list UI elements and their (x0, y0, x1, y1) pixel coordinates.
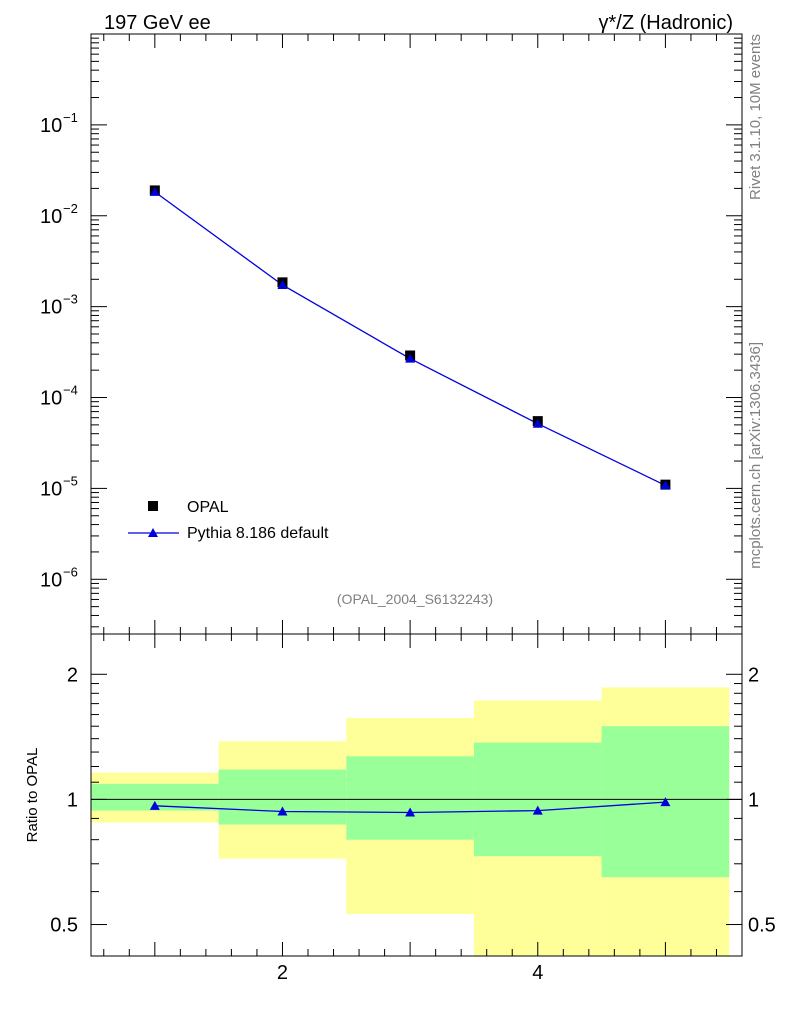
ratio-point (405, 807, 416, 817)
main-y-tick-exponent: −3 (63, 292, 78, 307)
ratio-y-tick-label-right: 1 (748, 789, 759, 811)
pythia-series-points (149, 186, 671, 490)
main-plot-frame (90, 33, 743, 635)
ratio-point (277, 806, 288, 816)
legend-opal-label: OPAL (187, 499, 229, 516)
pythia-point (660, 480, 671, 490)
main-y-tick-exponent: −1 (63, 110, 78, 125)
header-right-title: γ*/Z (Hadronic) (599, 12, 733, 34)
ratio-axis-ticks (91, 634, 742, 956)
ratio-point (660, 797, 671, 807)
main-y-tick-exponent: −4 (63, 383, 78, 398)
rivet-version-text: Rivet 3.1.10, 10M events (747, 34, 764, 200)
main-y-tick-label: 10 (40, 388, 62, 410)
ratio-y-axis-label: Ratio to OPAL (24, 748, 41, 843)
opal-data-points (149, 185, 671, 490)
main-axis-ticks (91, 33, 742, 634)
ratio-y-tick-label-right: 2 (748, 664, 759, 686)
pythia-point (532, 418, 543, 428)
ratio-y-tick-label: 0.5 (50, 915, 78, 937)
legend: OPAL Pythia 8.186 default (128, 499, 329, 542)
main-y-tick-exponent: −2 (63, 201, 78, 216)
x-tick-label: 4 (532, 962, 543, 984)
main-y-tick-label: 10 (40, 297, 62, 319)
ratio-y-tick-label-right: 0.5 (748, 915, 776, 937)
legend-pythia-marker (148, 528, 158, 537)
ratio-y-tick-labels: 0.5 0.5 1 1 2 2 (50, 664, 776, 936)
main-y-tick-exponent: −5 (63, 473, 78, 488)
pythia-point (405, 353, 416, 363)
main-y-tick-labels: 10−610−510−410−310−210−1 (40, 110, 78, 591)
main-y-tick-label: 10 (40, 478, 62, 500)
legend-pythia-label: Pythia 8.186 default (187, 525, 329, 542)
ratio-uncertainty-bands (91, 687, 730, 956)
ratio-band-inner (346, 756, 474, 840)
main-y-tick-label: 10 (40, 569, 62, 591)
analysis-watermark: (OPAL_2004_S6132243) (337, 591, 493, 607)
ratio-point (532, 805, 543, 815)
main-plot-panel: 10−610−510−410−310−210−1 (OPAL_2004_S613… (40, 33, 743, 635)
pythia-point (277, 280, 288, 290)
main-y-tick-label: 10 (40, 115, 62, 137)
main-y-tick-label: 10 (40, 206, 62, 228)
ratio-y-tick-label: 1 (67, 789, 78, 811)
main-y-tick-exponent: −6 (63, 564, 78, 579)
legend-opal-marker (148, 501, 158, 511)
ratio-y-tick-label: 2 (67, 664, 78, 686)
ratio-band-inner (218, 769, 347, 825)
pythia-point (149, 186, 160, 196)
header-left-title: 197 GeV ee (104, 12, 211, 34)
ratio-point (149, 800, 160, 810)
ratio-series-points (149, 797, 671, 817)
ratio-plot-frame (90, 633, 743, 957)
pythia-series-line (154, 191, 666, 486)
x-tick-label: 2 (277, 962, 288, 984)
mcplots-source-text: mcplots.cern.ch [arXiv:1306.3436] (747, 342, 764, 569)
